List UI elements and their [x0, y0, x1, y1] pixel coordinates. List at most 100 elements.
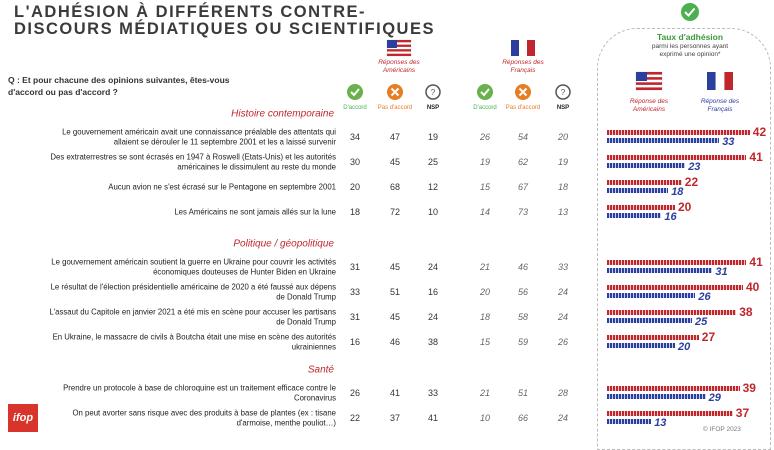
- us-value: 12: [427, 182, 439, 192]
- fr-value: 51: [517, 388, 529, 398]
- fr-value: 20: [557, 132, 569, 142]
- us-value: 51: [389, 287, 401, 297]
- svg-text:?: ?: [431, 88, 436, 97]
- us-value: 41: [427, 413, 439, 423]
- us-value: 37: [389, 413, 401, 423]
- fr-value: 24: [557, 413, 569, 423]
- fr-value: 18: [479, 312, 491, 322]
- fr-flag: [511, 40, 535, 56]
- us-bar: [607, 155, 747, 160]
- fr-adhesion-label: 26: [698, 291, 711, 303]
- fr-adhesion-label: 31: [715, 266, 728, 278]
- us-value: 72: [389, 207, 401, 217]
- logo: ifop: [12, 412, 34, 424]
- us-value: 34: [349, 132, 361, 142]
- fr-value: 20: [479, 287, 491, 297]
- us-value: 16: [349, 337, 361, 347]
- us-value: 10: [427, 207, 439, 217]
- us-adhesion-label: 37: [735, 406, 750, 420]
- us-adhesion-label: 39: [742, 381, 756, 395]
- adhesion-us-label: Réponse des Américains: [629, 98, 669, 113]
- section-title: Histoire contemporaine: [231, 108, 334, 120]
- us-value: 45: [389, 262, 401, 272]
- us-adhesion-label: 22: [684, 175, 699, 189]
- fr-value: 21: [479, 262, 491, 272]
- fr-bar: [607, 138, 720, 143]
- fr-adhesion-label: 16: [664, 211, 677, 223]
- us-value: 31: [349, 262, 361, 272]
- fr-value: 24: [557, 312, 569, 322]
- us-adhesion-label: 38: [739, 305, 753, 319]
- fr-adhesion-label: 20: [678, 341, 691, 353]
- us-bar: [607, 130, 750, 135]
- us-value: 45: [389, 157, 401, 167]
- fr-value: 59: [517, 337, 529, 347]
- section-title: Santé: [307, 364, 334, 376]
- us-value: 31: [349, 312, 361, 322]
- footer: © IFOP 2023: [703, 426, 741, 433]
- statement: Les Américains ne sont jamais allés sur …: [174, 207, 336, 217]
- fr-value: 15: [479, 337, 491, 347]
- fr-value: 28: [557, 388, 569, 398]
- fr-bar: [607, 318, 692, 323]
- us-value: 30: [349, 157, 361, 167]
- us-bar: [607, 411, 733, 416]
- fr-value: 73: [517, 207, 529, 217]
- us-bar: [607, 335, 699, 340]
- question: Q : Et pour chacune des opinions suivant…: [8, 75, 230, 97]
- adhesion-title: Taux d'adhésion: [656, 32, 724, 42]
- svg-text:?: ?: [561, 88, 566, 97]
- section-title: Politique / géopolitique: [233, 238, 334, 250]
- fr-bar: [607, 188, 669, 193]
- us-value: 24: [427, 262, 439, 272]
- us-adhesion-label: 40: [746, 280, 760, 294]
- fr-flag: [707, 72, 733, 90]
- americans-header: Réponses des Américains: [378, 59, 420, 74]
- statement: Prendre un protocole à base de chloroqui…: [63, 383, 336, 403]
- fr-value: 58: [517, 312, 529, 322]
- fr-bar: [607, 213, 662, 218]
- us-value: 47: [389, 132, 401, 142]
- fr-value: 15: [479, 182, 491, 192]
- us-value: 22: [349, 413, 361, 423]
- fr-value: 26: [479, 132, 491, 142]
- fr-value: 21: [479, 388, 491, 398]
- us-value: 26: [349, 388, 361, 398]
- column-header: D'accord: [343, 105, 367, 111]
- us-value: 45: [389, 312, 401, 322]
- header-icons: ? ?: [347, 3, 699, 100]
- us-value: 33: [427, 388, 439, 398]
- statement: En Ukraine, le massacre de civils à Bout…: [52, 332, 336, 352]
- us-value: 20: [349, 182, 361, 192]
- fr-adhesion-label: 23: [688, 161, 701, 173]
- fr-value: 66: [517, 413, 529, 423]
- slide: L'ADHÉSION À DIFFÉRENTS CONTRE-DISCOURS …: [8, 3, 771, 450]
- us-value: 68: [389, 182, 401, 192]
- statement: Des extraterrestres se sont écrasés en 1…: [50, 152, 336, 172]
- statement: Le gouvernement américain soutient la gu…: [51, 257, 336, 277]
- us-bar: [607, 180, 682, 185]
- fr-bar: [607, 293, 696, 298]
- column-header: NSP: [556, 105, 570, 111]
- fr-value: 67: [517, 182, 529, 192]
- fr-value: 19: [479, 157, 491, 167]
- column-header: Pas d'accord: [377, 105, 413, 111]
- us-adhesion-label: 41: [749, 150, 763, 164]
- us-bar: [607, 260, 747, 265]
- us-value: 41: [389, 388, 401, 398]
- us-value: 19: [427, 132, 439, 142]
- fr-value: 19: [557, 157, 569, 167]
- us-adhesion-label: 20: [678, 200, 692, 214]
- us-value: 25: [427, 157, 439, 167]
- fr-adhesion-label: 13: [654, 417, 667, 429]
- us-bar: [607, 285, 743, 290]
- fr-value: 10: [479, 413, 491, 423]
- fr-value: 33: [557, 262, 569, 272]
- fr-value: 13: [557, 207, 569, 217]
- fr-adhesion-label: 25: [695, 316, 708, 328]
- fr-value: 24: [557, 287, 569, 297]
- fr-value: 26: [557, 337, 569, 347]
- us-bar: [607, 386, 740, 391]
- fr-value: 56: [517, 287, 529, 297]
- us-flag: [386, 39, 412, 57]
